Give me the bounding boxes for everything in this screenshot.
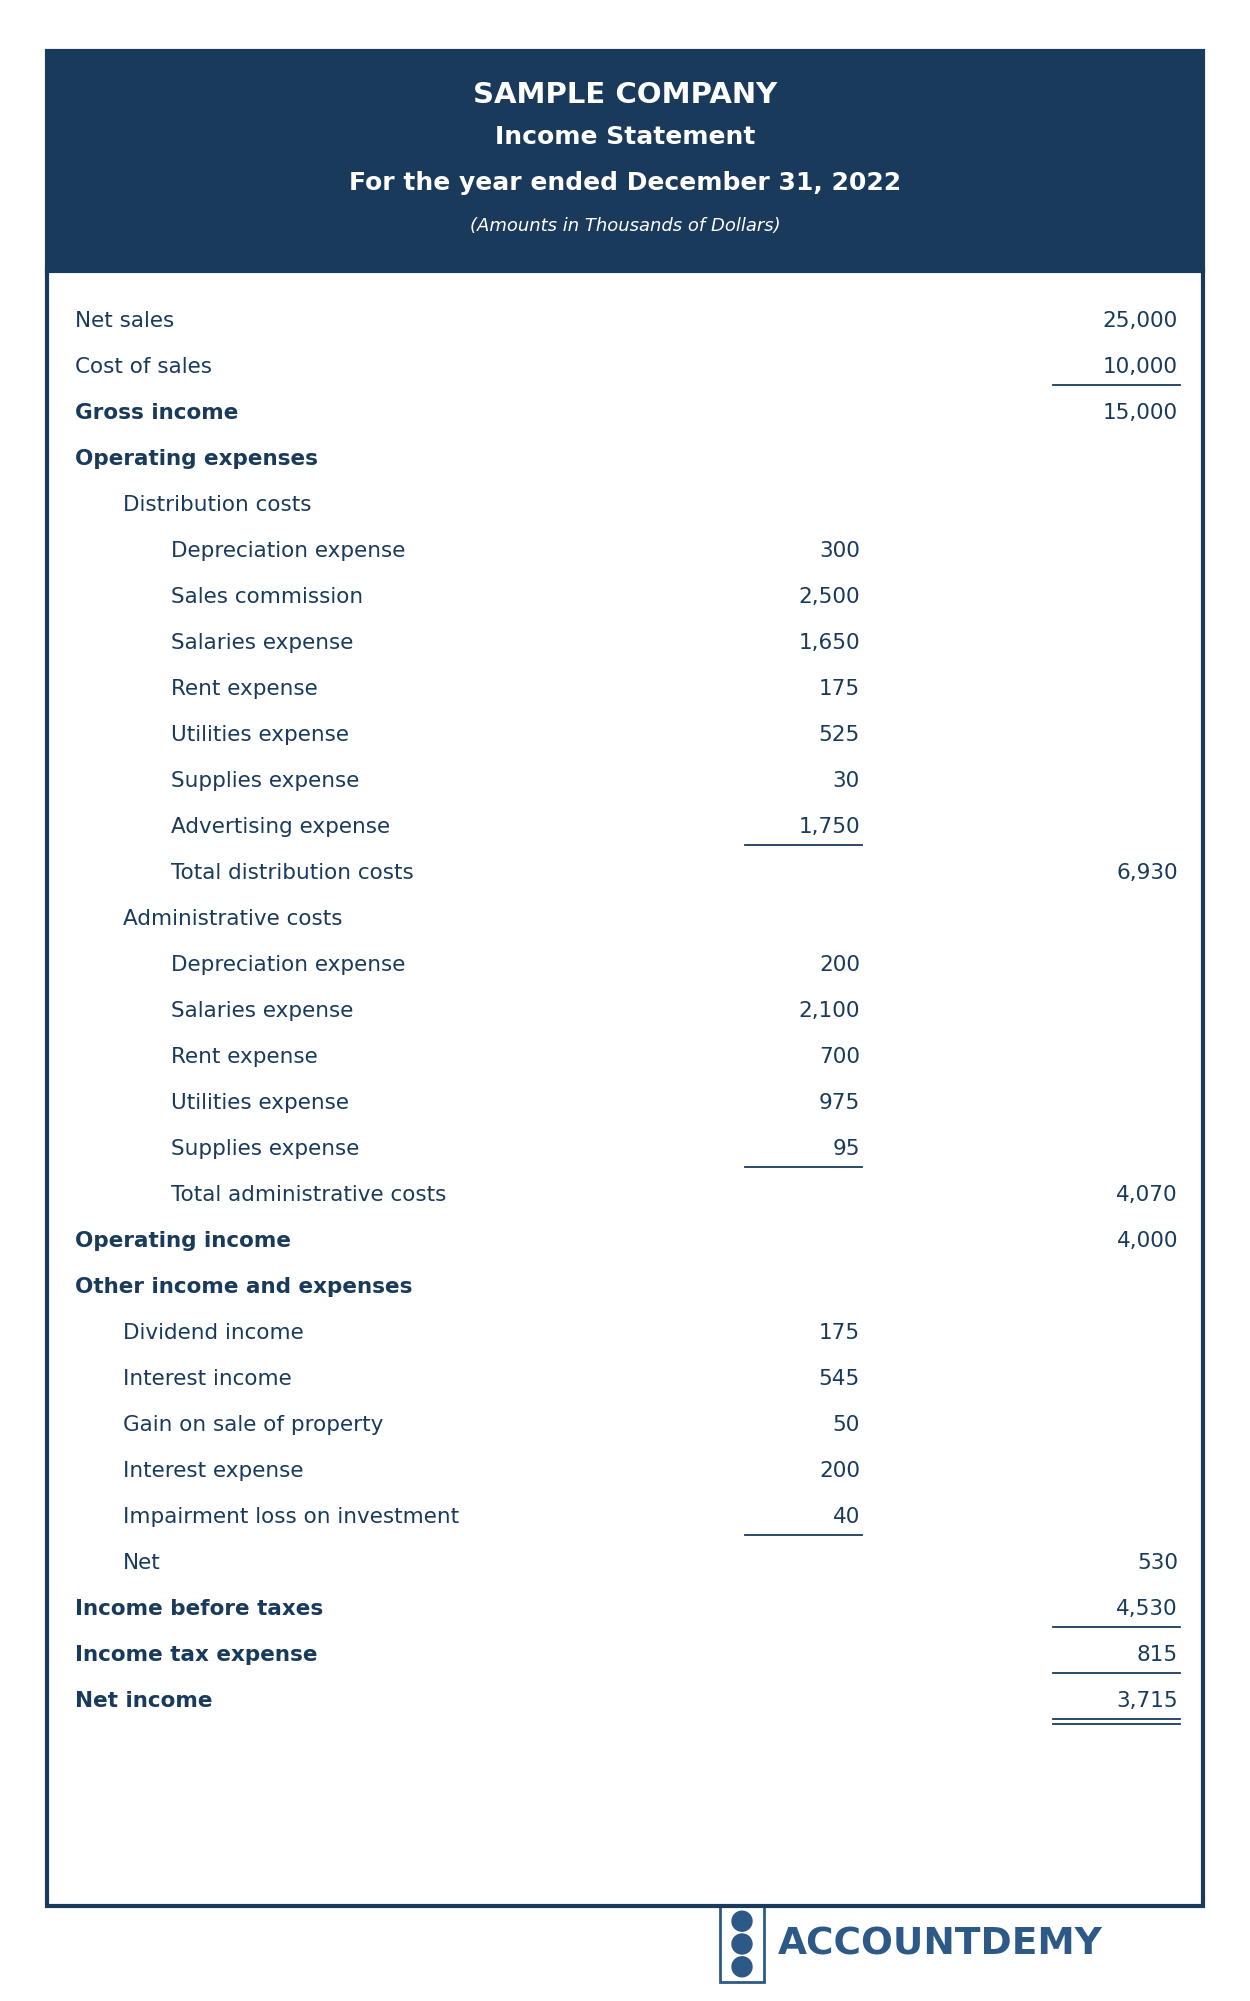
Text: 1,750: 1,750	[799, 816, 860, 836]
Text: 95: 95	[832, 1139, 860, 1159]
Text: 4,000: 4,000	[1116, 1231, 1178, 1251]
Text: Utilities expense: Utilities expense	[171, 1093, 349, 1113]
Text: 700: 700	[819, 1047, 860, 1067]
Text: ACCOUNTDEMY: ACCOUNTDEMY	[778, 1927, 1102, 1963]
Text: 4,530: 4,530	[1116, 1599, 1178, 1619]
Text: 525: 525	[819, 724, 860, 744]
Text: Net income: Net income	[75, 1691, 213, 1711]
Text: Impairment loss on investment: Impairment loss on investment	[122, 1507, 459, 1527]
Text: Cost of sales: Cost of sales	[75, 356, 213, 376]
Text: SAMPLE COMPANY: SAMPLE COMPANY	[472, 80, 778, 108]
Text: Interest expense: Interest expense	[122, 1461, 304, 1481]
Text: Total distribution costs: Total distribution costs	[171, 862, 414, 882]
Text: For the year ended December 31, 2022: For the year ended December 31, 2022	[349, 170, 901, 194]
Text: Rent expense: Rent expense	[171, 678, 318, 698]
Text: Distribution costs: Distribution costs	[122, 494, 311, 514]
Text: 2,100: 2,100	[799, 1000, 860, 1021]
Circle shape	[732, 1911, 752, 1931]
Text: 545: 545	[819, 1369, 860, 1389]
Text: 40: 40	[832, 1507, 860, 1527]
Text: Supplies expense: Supplies expense	[171, 1139, 360, 1159]
Text: Other income and expenses: Other income and expenses	[75, 1277, 412, 1297]
Text: Income Statement: Income Statement	[495, 124, 755, 148]
Circle shape	[732, 1957, 752, 1977]
Text: Operating expenses: Operating expenses	[75, 448, 318, 468]
Text: Utilities expense: Utilities expense	[171, 724, 349, 744]
Text: Interest income: Interest income	[122, 1369, 291, 1389]
Text: Income tax expense: Income tax expense	[75, 1645, 318, 1665]
Text: Administrative costs: Administrative costs	[122, 908, 342, 928]
Text: Gain on sale of property: Gain on sale of property	[122, 1415, 384, 1435]
Text: Total administrative costs: Total administrative costs	[171, 1185, 446, 1205]
Text: Rent expense: Rent expense	[171, 1047, 318, 1067]
Text: 15,000: 15,000	[1102, 402, 1178, 422]
Text: 30: 30	[832, 770, 860, 790]
Text: 10,000: 10,000	[1102, 356, 1178, 376]
Text: Salaries expense: Salaries expense	[171, 632, 354, 652]
Text: 2,500: 2,500	[799, 586, 860, 606]
Text: Income before taxes: Income before taxes	[75, 1599, 324, 1619]
Text: Net sales: Net sales	[75, 310, 174, 330]
Circle shape	[732, 1935, 752, 1955]
Text: (Amounts in Thousands of Dollars): (Amounts in Thousands of Dollars)	[470, 216, 780, 234]
Text: 200: 200	[819, 1461, 860, 1481]
Text: 50: 50	[832, 1415, 860, 1435]
Text: 200: 200	[819, 954, 860, 974]
Text: 1,650: 1,650	[799, 632, 860, 652]
Text: Gross income: Gross income	[75, 402, 239, 422]
Text: 4,070: 4,070	[1116, 1185, 1178, 1205]
Text: Supplies expense: Supplies expense	[171, 770, 360, 790]
Text: Advertising expense: Advertising expense	[171, 816, 390, 836]
Text: Dividend income: Dividend income	[122, 1323, 304, 1343]
Text: 175: 175	[819, 678, 860, 698]
Text: 3,715: 3,715	[1116, 1691, 1178, 1711]
Text: 6,930: 6,930	[1116, 862, 1178, 882]
Text: 975: 975	[819, 1093, 860, 1113]
Text: Depreciation expense: Depreciation expense	[171, 954, 405, 974]
Text: 175: 175	[819, 1323, 860, 1343]
Text: 25,000: 25,000	[1102, 310, 1178, 330]
Text: Salaries expense: Salaries expense	[171, 1000, 354, 1021]
Text: 815: 815	[1138, 1645, 1178, 1665]
Bar	[720, 1907, 764, 1983]
Text: Depreciation expense: Depreciation expense	[171, 540, 405, 560]
Text: 300: 300	[819, 540, 860, 560]
Text: 530: 530	[1138, 1553, 1178, 1573]
Bar	[48, 50, 1202, 270]
Text: Net: Net	[122, 1553, 161, 1573]
Text: Sales commission: Sales commission	[171, 586, 364, 606]
Text: Operating income: Operating income	[75, 1231, 291, 1251]
